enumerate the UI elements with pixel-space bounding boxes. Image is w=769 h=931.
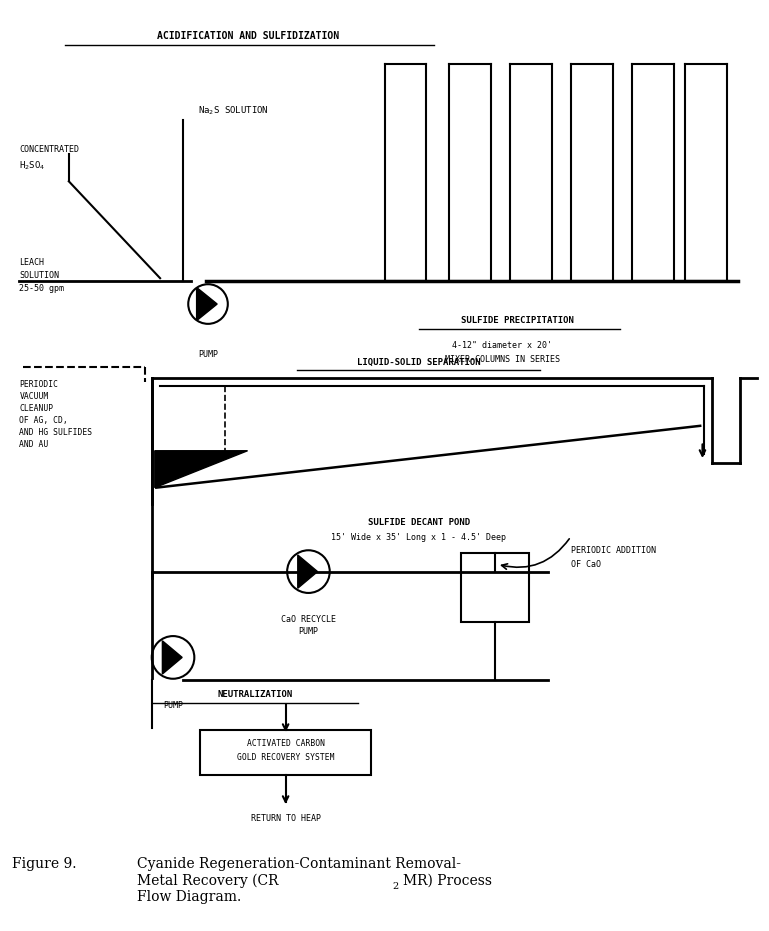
Ellipse shape [188,284,228,324]
Bar [461,553,529,622]
Polygon shape [162,641,182,674]
Ellipse shape [151,636,195,679]
Text: CaO RECYCLE: CaO RECYCLE [281,615,336,624]
Text: SOLUTION: SOLUTION [19,271,59,280]
Text: NEUTRALIZATION: NEUTRALIZATION [218,690,293,699]
Text: OF CaO: OF CaO [571,560,601,569]
Text: LEACH: LEACH [19,258,45,267]
Text: Flow Diagram.: Flow Diagram. [138,890,241,904]
Text: H$_2$SO$_4$: H$_2$SO$_4$ [19,159,45,172]
Ellipse shape [287,550,330,593]
Polygon shape [298,555,318,588]
Polygon shape [197,288,217,320]
Text: CONCENTRATED: CONCENTRATED [19,144,79,154]
Text: AND AU: AND AU [19,439,48,449]
Text: LIQUID-SOLID SEPARATION: LIQUID-SOLID SEPARATION [357,358,481,367]
Text: PERIODIC: PERIODIC [19,380,58,389]
Text: 15' Wide x 35' Long x 1 - 4.5' Deep: 15' Wide x 35' Long x 1 - 4.5' Deep [331,533,506,542]
Text: PUMP: PUMP [298,627,318,636]
Text: Figure 9.: Figure 9. [12,857,76,871]
Polygon shape [155,451,248,488]
Text: VACUUM: VACUUM [19,392,48,401]
Bar [201,730,371,775]
Text: RETURN TO HEAP: RETURN TO HEAP [251,815,321,823]
Text: Cyanide Regeneration-Contaminant Removal-: Cyanide Regeneration-Contaminant Removal… [138,857,461,871]
Text: 4-12" diameter x 20': 4-12" diameter x 20' [452,341,552,350]
Text: ACTIVATED CARBON: ACTIVATED CARBON [247,738,325,748]
Text: Metal Recovery (CR: Metal Recovery (CR [138,873,279,888]
Text: 2: 2 [392,882,398,891]
Text: SULFIDE DECANT POND: SULFIDE DECANT POND [368,519,470,527]
Text: 25-50 gpm: 25-50 gpm [19,284,65,293]
Text: AND HG SULFIDES: AND HG SULFIDES [19,427,92,437]
Text: OF AG, CD,: OF AG, CD, [19,416,68,425]
Text: MIXER-COLUMNS IN SERIES: MIXER-COLUMNS IN SERIES [445,355,560,364]
Text: PUMP: PUMP [198,350,218,359]
Text: GOLD RECOVERY SYSTEM: GOLD RECOVERY SYSTEM [237,753,335,762]
Text: Na$_2$S SOLUTION: Na$_2$S SOLUTION [198,104,269,116]
Text: SULFIDE PRECIPITATION: SULFIDE PRECIPITATION [461,317,574,325]
Text: PERIODIC ADDITION: PERIODIC ADDITION [571,546,656,555]
Text: PUMP: PUMP [163,701,183,710]
Text: ACIDIFICATION AND SULFIDIZATION: ACIDIFICATION AND SULFIDIZATION [157,32,338,42]
Text: MR) Process: MR) Process [403,873,491,887]
Text: CLEANUP: CLEANUP [19,404,54,412]
